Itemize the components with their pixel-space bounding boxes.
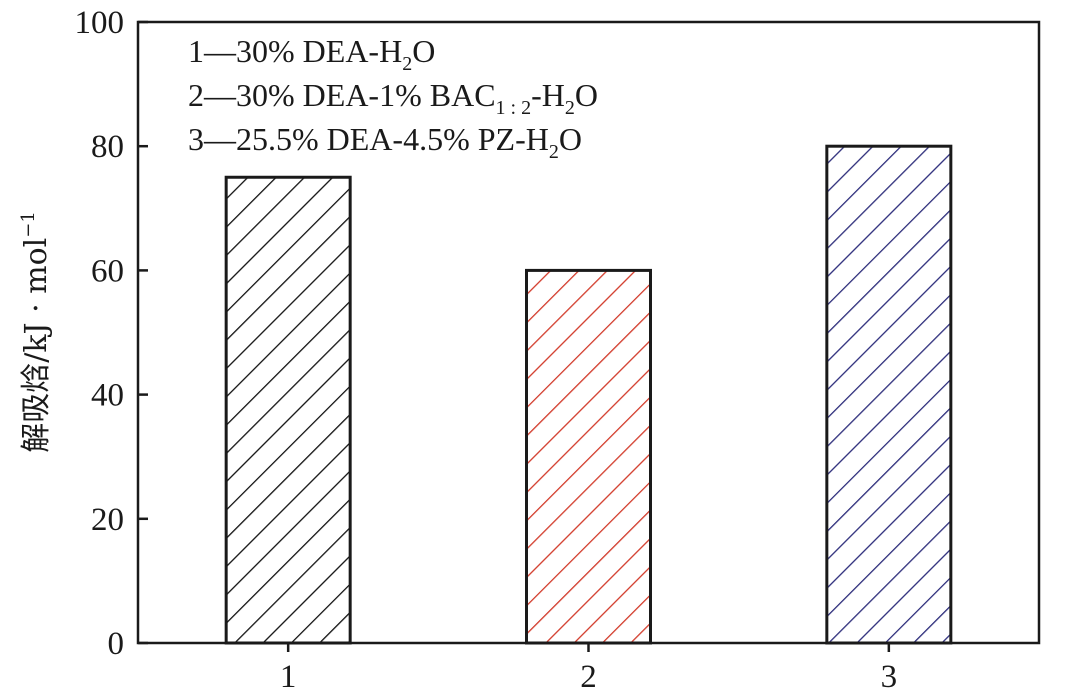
bar-1 — [224, 175, 352, 645]
y-tick-label-40: 40 — [91, 378, 124, 414]
x-axis-ticks: 1 2 3 — [280, 643, 897, 695]
bar-2 — [525, 268, 652, 645]
legend: 1—30% DEA-H2O 2—30% DEA-1% BAC1 : 2-H2O … — [188, 33, 598, 163]
y-tick-label-100: 100 — [75, 5, 125, 41]
legend-entry-2: 2—30% DEA-1% BAC1 : 2-H2O — [188, 77, 598, 119]
legend-entry-1: 1—30% DEA-H2O — [188, 33, 435, 75]
y-axis-ticks: 0 20 40 60 80 100 — [75, 5, 148, 662]
plot-frame — [136, 20, 1041, 645]
x-tick-label-2: 2 — [580, 659, 597, 695]
y-tick-label-20: 20 — [91, 502, 124, 538]
y-axis-label: 解吸焓/kJ · mol−1 — [18, 211, 54, 453]
y-tick-label-0: 0 — [108, 626, 125, 662]
x-tick-label-1: 1 — [280, 659, 297, 695]
y-tick-label-80: 80 — [91, 129, 124, 165]
x-tick-label-3: 3 — [881, 659, 898, 695]
bar-3 — [825, 144, 953, 645]
legend-entry-3: 3—25.5% DEA-4.5% PZ-H2O — [188, 121, 582, 163]
y-tick-label-60: 60 — [91, 253, 124, 289]
bars-group — [224, 144, 953, 645]
